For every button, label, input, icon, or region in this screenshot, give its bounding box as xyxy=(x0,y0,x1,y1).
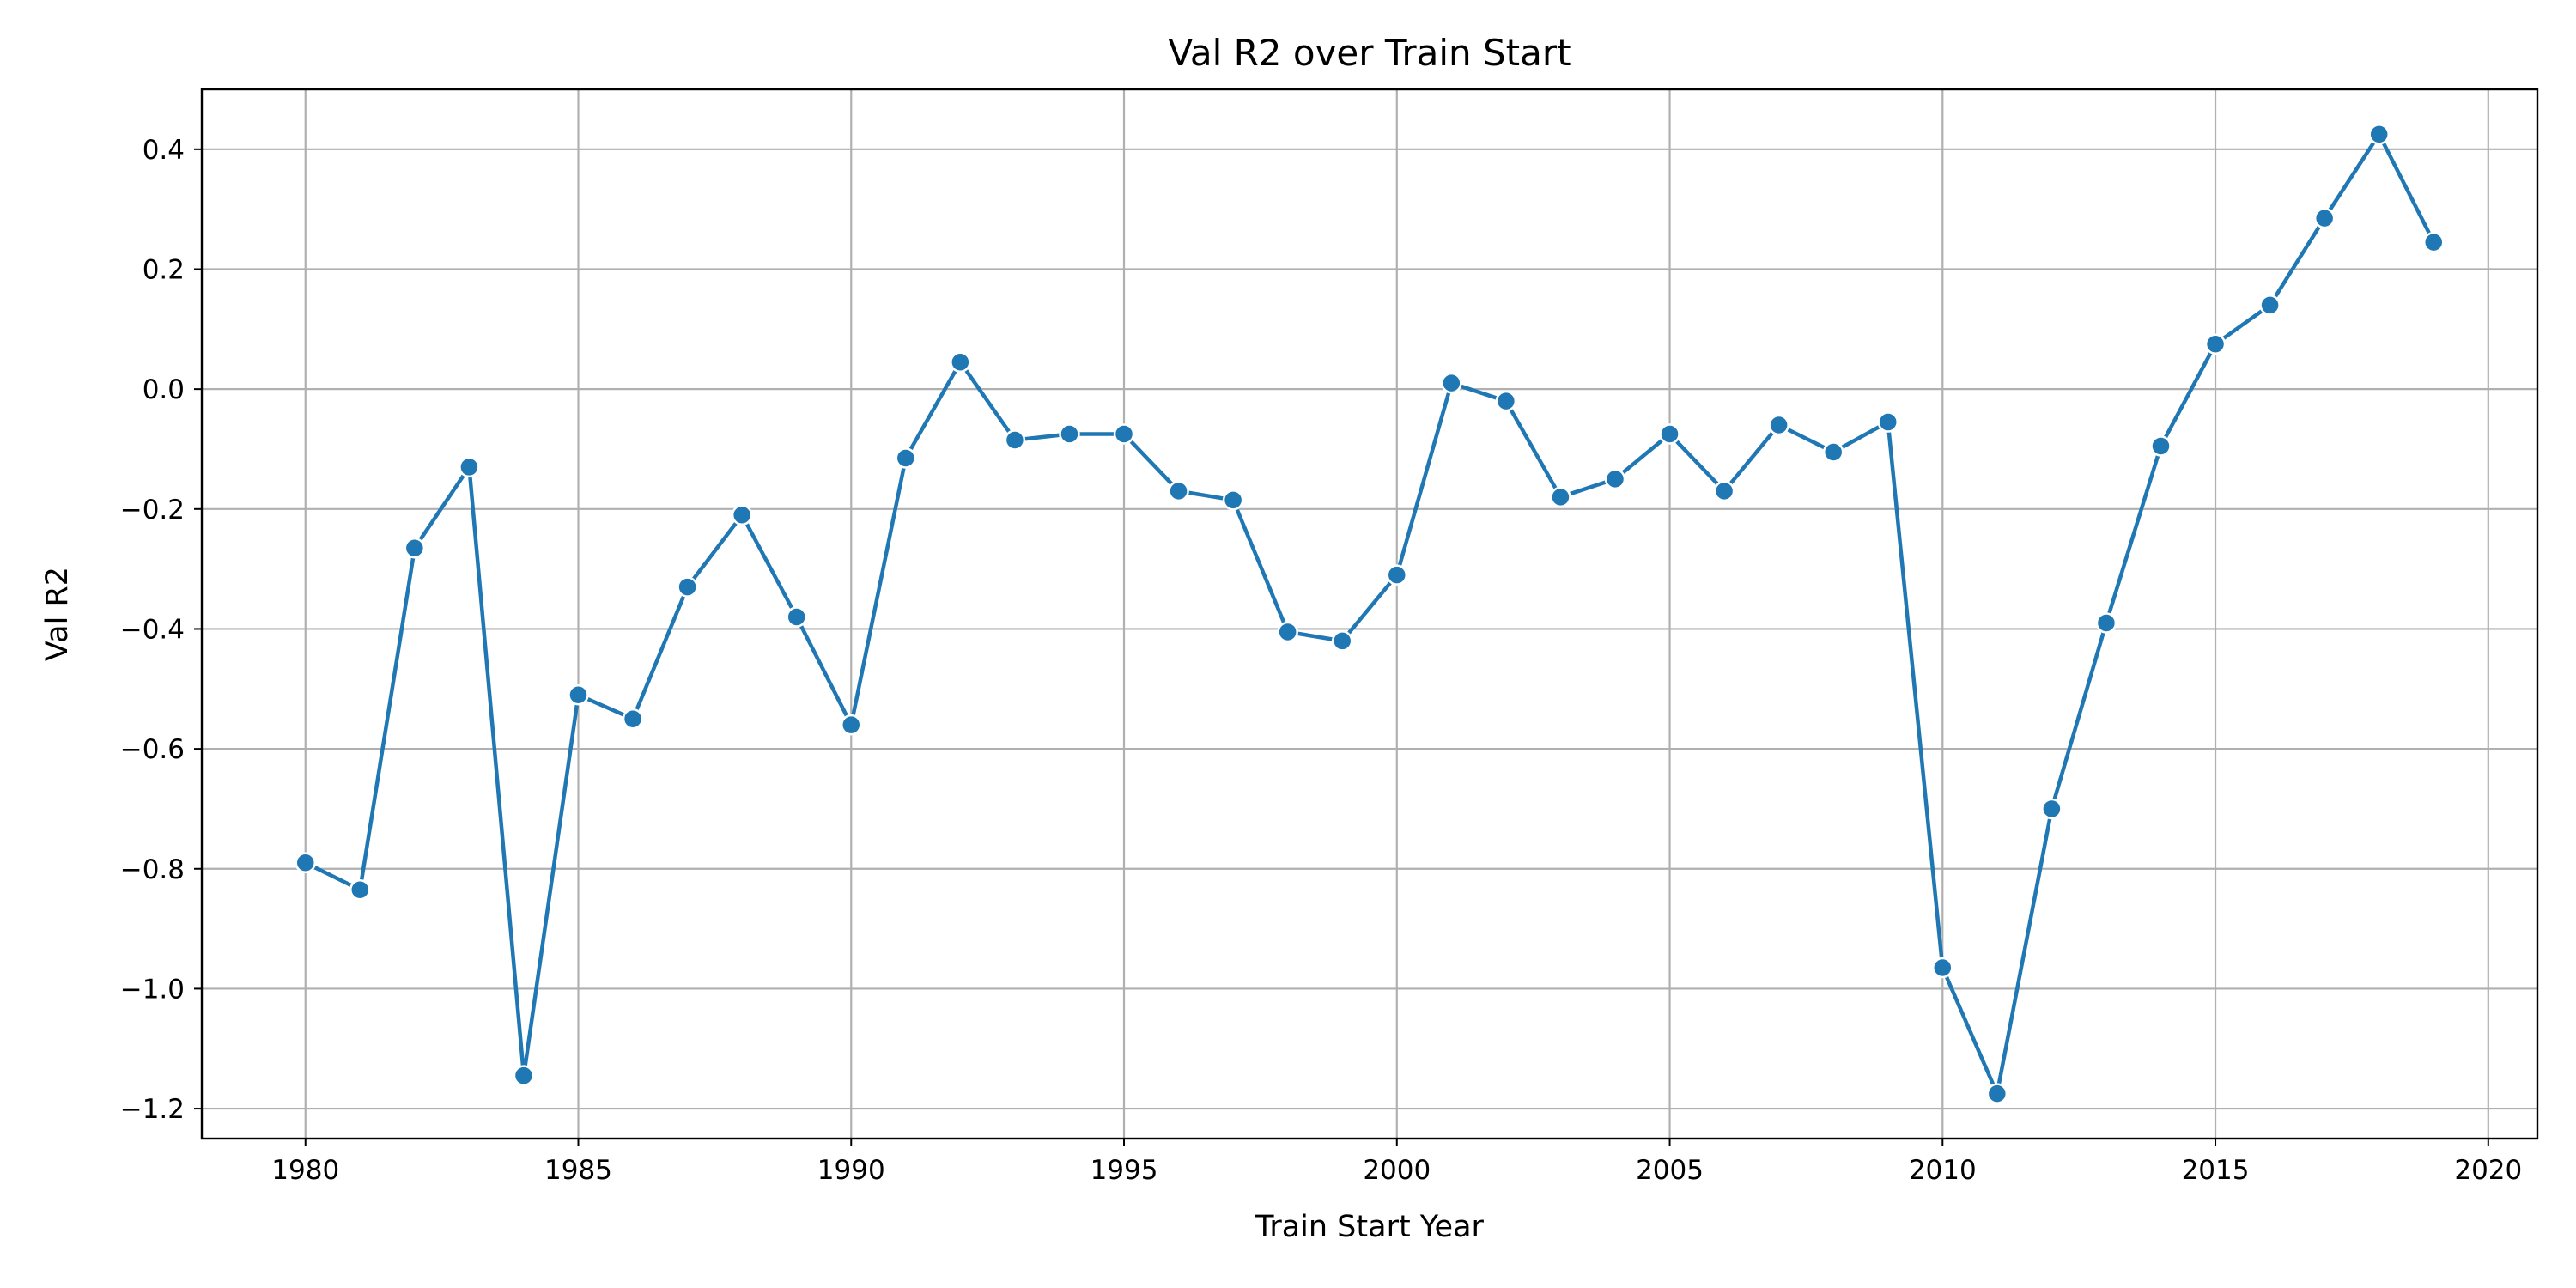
y-axis-title: Val R2 xyxy=(40,567,75,661)
data-point xyxy=(2095,612,2117,634)
data-point xyxy=(1768,414,1789,436)
data-point xyxy=(1004,429,1026,451)
data-point xyxy=(1113,423,1135,445)
y-tick-label: −1.0 xyxy=(120,974,185,1005)
x-tick-label: 1980 xyxy=(271,1155,339,1186)
data-point xyxy=(2423,231,2445,253)
y-tick-label: 0.4 xyxy=(143,135,185,166)
y-tick-label: −0.2 xyxy=(120,495,185,526)
x-tick-label: 1995 xyxy=(1091,1155,1158,1186)
data-point xyxy=(295,852,316,874)
y-tick-label: −1.2 xyxy=(120,1094,185,1125)
data-point xyxy=(1659,423,1680,445)
data-point xyxy=(1441,372,1462,394)
data-point xyxy=(2259,295,2281,316)
x-axis-title: Train Start Year xyxy=(1255,1210,1484,1244)
data-point xyxy=(1932,957,1953,979)
data-point xyxy=(513,1065,535,1086)
data-point xyxy=(1168,480,1189,502)
data-point xyxy=(2150,435,2172,457)
y-tick-label: 0.0 xyxy=(143,374,185,405)
data-point xyxy=(1604,468,1626,490)
data-point xyxy=(568,684,589,706)
axis-ticks: 1980 1985 1990 1995 2000 2005 2010 2015 2020 −1.2… xyxy=(120,135,2523,1186)
data-point xyxy=(1877,411,1899,433)
x-tick-label: 2010 xyxy=(1909,1155,1977,1186)
data-point xyxy=(677,576,698,598)
y-tick-label: −0.6 xyxy=(120,734,185,765)
data-point xyxy=(1986,1083,2008,1104)
x-tick-label: 2005 xyxy=(1636,1155,1704,1186)
series-line xyxy=(303,132,2436,1096)
x-tick-label: 1990 xyxy=(817,1155,885,1186)
data-point xyxy=(1495,390,1517,412)
x-tick-label: 2020 xyxy=(2454,1155,2522,1186)
x-tick-label: 2015 xyxy=(2182,1155,2250,1186)
data-point xyxy=(1713,480,1735,502)
data-point xyxy=(404,537,426,559)
data-point xyxy=(950,351,971,373)
y-tick-label: −0.4 xyxy=(120,614,185,645)
chart-title: Val R2 over Train Start xyxy=(1168,32,1571,74)
data-point xyxy=(895,447,917,469)
data-point xyxy=(2368,124,2390,145)
data-point xyxy=(1386,564,1408,586)
x-tick-label: 2000 xyxy=(1363,1155,1431,1186)
data-point xyxy=(1550,486,1571,508)
data-point xyxy=(459,456,480,478)
plot-area xyxy=(200,88,2539,1140)
data-point xyxy=(349,878,371,901)
data-point xyxy=(2041,798,2063,820)
data-point xyxy=(786,606,807,628)
x-tick-label: 1985 xyxy=(544,1155,612,1186)
data-point xyxy=(1059,423,1080,445)
data-point xyxy=(1277,621,1298,643)
data-point xyxy=(1331,630,1353,652)
data-point xyxy=(622,708,644,730)
grid xyxy=(202,89,2537,1139)
y-tick-label: 0.2 xyxy=(143,254,185,285)
data-point xyxy=(2204,333,2227,355)
data-point xyxy=(2313,207,2336,229)
data-point xyxy=(1222,489,1244,511)
data-point xyxy=(841,714,862,736)
data-point xyxy=(731,504,753,526)
y-tick-label: −0.8 xyxy=(120,854,185,885)
data-point xyxy=(1822,441,1844,463)
series-layer xyxy=(295,124,2445,1104)
